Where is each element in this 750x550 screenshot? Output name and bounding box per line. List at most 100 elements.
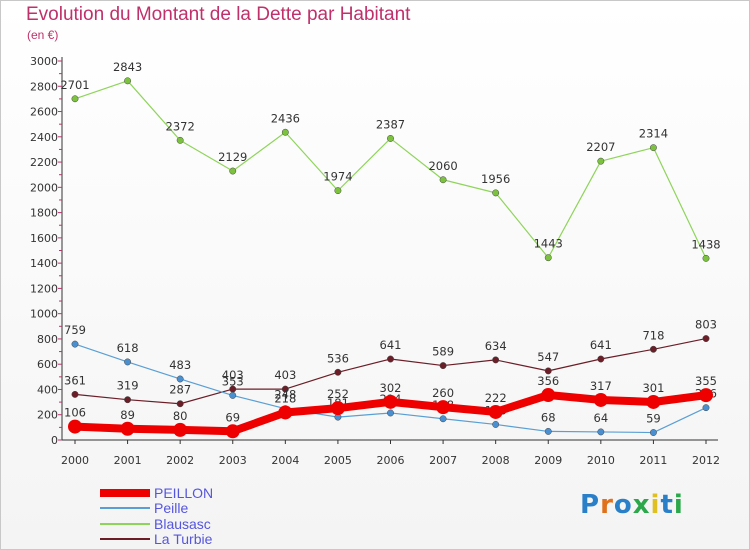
data-label: 252 [327,387,349,401]
x-tick-label: 2004 [271,454,299,467]
data-point [702,254,710,262]
data-label: 89 [120,408,135,422]
data-label: 403 [222,368,244,382]
legend-label: Blausasc [154,515,211,532]
data-point [492,189,500,197]
y-tick-label: 2800 [30,80,58,93]
data-label: 80 [173,409,188,423]
y-tick-label: 0 [51,434,58,447]
legend-label: La Turbie [154,531,213,548]
data-label: 353 [222,374,244,388]
data-point [71,390,79,398]
y-tick-label: 2600 [30,106,58,119]
data-point [124,358,132,366]
data-point [702,335,710,343]
data-point [649,144,657,152]
legend-label: Peille [154,500,189,517]
data-point [124,396,132,404]
data-label: 2843 [113,60,142,74]
x-tick-label: 2008 [482,454,510,467]
x-tick-label: 2006 [377,454,405,467]
data-point [544,367,552,375]
data-label: 260 [432,386,454,400]
data-label: 69 [225,410,240,424]
logo-letter: x [632,490,651,520]
y-tick-label: 1800 [30,207,58,220]
legend-swatch [100,522,150,525]
data-point [124,77,132,85]
data-label: 68 [541,410,556,424]
data-label: 356 [537,374,559,388]
x-tick-label: 2001 [114,454,142,467]
data-label: 317 [590,379,612,393]
data-point [281,128,289,136]
data-point [387,409,394,417]
data-label: 718 [642,328,664,342]
chart-title: Evolution du Montant de la Dette par Hab… [26,4,411,25]
x-tick-label: 2003 [219,454,247,467]
chart-legend: PEILLON Peille Blausasc La Turbie [100,485,213,547]
x-tick-label: 2011 [639,454,667,467]
legend-swatch [100,488,150,497]
data-label: 803 [695,318,717,332]
data-label: 2129 [218,150,247,164]
data-point [649,429,657,436]
data-point [71,340,79,348]
data-point [176,400,184,408]
data-point [225,424,240,439]
data-point [439,415,447,423]
data-point [492,421,500,428]
data-point [439,176,447,184]
logo-letter: i [650,490,661,520]
data-label: 2060 [428,159,457,173]
data-label: 59 [646,412,661,426]
data-label: 618 [117,341,139,355]
data-label: 2701 [60,78,89,92]
logo-letter: o [613,490,633,520]
data-label: 2207 [586,140,615,154]
data-point [541,388,556,403]
data-label: 483 [169,358,191,372]
data-label: 641 [590,338,612,352]
x-tick-label: 2000 [61,454,89,467]
x-tick-label: 2009 [534,454,562,467]
data-point [281,385,289,393]
y-tick-label: 600 [37,358,58,371]
data-point [492,356,500,364]
x-tick-label: 2002 [166,454,194,467]
data-label: 634 [485,339,507,353]
data-point [646,394,661,409]
data-label: 759 [64,323,86,337]
data-point [702,404,710,412]
data-point [278,405,293,420]
y-tick-label: 200 [37,409,58,422]
legend-item-peillon: PEILLON [100,485,213,501]
data-label: 355 [695,374,717,388]
data-label: 536 [327,351,349,365]
legend-swatch [100,538,150,541]
logo-letter: P [580,490,601,520]
data-point [120,421,135,436]
legend-item-blausasc: Blausasc [100,516,213,532]
data-point [68,419,82,434]
data-label: 641 [380,338,402,352]
data-label: 222 [485,391,507,405]
data-point [176,136,184,144]
data-label: 248 [274,388,296,402]
data-label: 2387 [376,117,405,131]
data-point [544,427,552,435]
data-point [649,345,657,353]
x-tick-label: 2007 [429,454,457,467]
y-tick-label: 1400 [30,257,58,270]
data-label: 547 [537,350,559,364]
data-label: 2436 [271,111,300,125]
data-point [593,392,608,407]
legend-item-la-turbie: La Turbie [100,531,213,548]
logo-letter: r [600,490,614,520]
data-point [597,157,605,165]
data-point [173,422,188,437]
data-label: 2372 [166,119,195,133]
data-point [71,95,79,103]
data-label: 1974 [323,170,352,184]
